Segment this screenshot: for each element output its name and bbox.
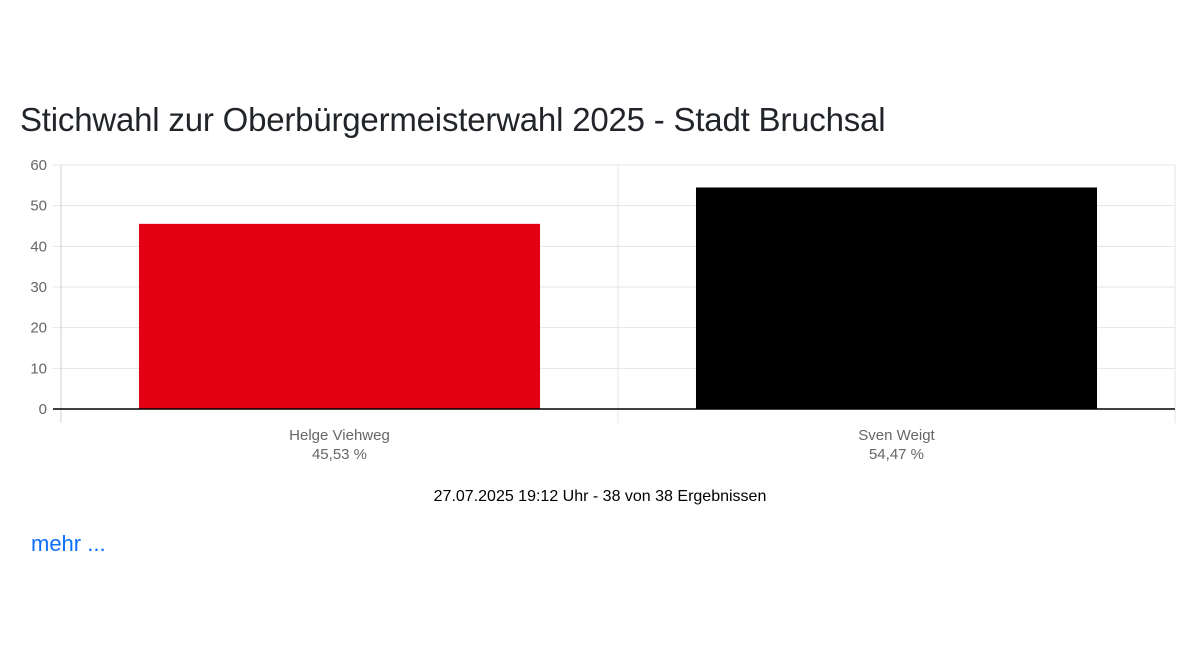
- y-tick-label: 60: [30, 157, 47, 174]
- y-tick-label: 10: [30, 360, 47, 377]
- x-category-label: Sven Weigt: [858, 427, 935, 444]
- y-tick-label: 40: [30, 238, 47, 255]
- x-value-label: 54,47 %: [869, 446, 924, 463]
- bar-chart: 0 10 20 30 40 50 60 Helge Viehweg 45,53 % Sven We…: [0, 150, 1200, 470]
- y-tick-label: 50: [30, 198, 47, 215]
- more-link[interactable]: mehr ...: [31, 531, 106, 556]
- y-tick-label: 30: [30, 279, 47, 296]
- bar-helge-viehweg[interactable]: [138, 223, 541, 409]
- bar-sven-weigt[interactable]: [695, 187, 1098, 409]
- chart-svg: 0 10 20 30 40 50 60 Helge Viehweg 45,53 % Sven We…: [30, 157, 1176, 463]
- x-category-label: Helge Viehweg: [289, 427, 390, 444]
- results-status: 27.07.2025 19:12 Uhr - 38 von 38 Ergebni…: [433, 488, 767, 505]
- page-title: Stichwahl zur Oberbürgermeisterwahl 2025…: [20, 101, 886, 138]
- y-tick-label: 20: [30, 320, 47, 337]
- x-value-label: 45,53 %: [312, 446, 367, 463]
- label-layer: 0 10 20 30 40 50 60 Helge Viehweg 45,53 % Sven We…: [30, 157, 935, 463]
- y-tick-label: 0: [39, 401, 47, 418]
- bar-layer: [138, 187, 1098, 409]
- axis-layer: [53, 165, 1175, 423]
